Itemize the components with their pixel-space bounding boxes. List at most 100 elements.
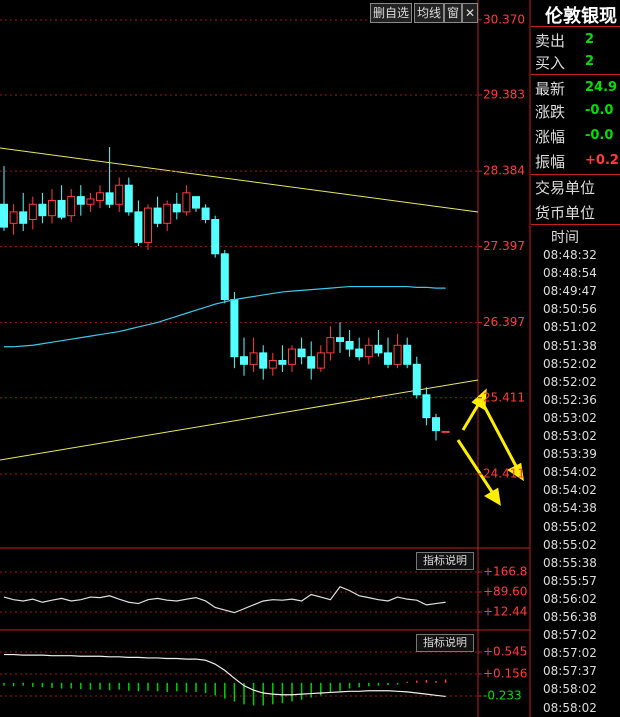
candle-body [211,219,220,255]
tick-time: 08:52:02 [543,356,597,371]
divider [531,174,620,175]
candle-body [355,348,364,358]
candle-body [105,192,114,205]
trendline [0,147,479,213]
divider [531,26,620,27]
tick-time: 08:55:02 [543,537,597,552]
tick-time: 08:58:02 [543,682,597,697]
candle-body [422,394,431,419]
ticks-header: 时间 [551,230,579,246]
candle-body [336,337,344,342]
tick-time: 08:57:02 [543,646,597,661]
tick-time: 08:56:02 [543,591,597,606]
y-tick-label: +89.60 [483,585,527,599]
y-tick-label: 24.411 [483,466,525,480]
candle-body [412,363,421,396]
candle-body [153,207,162,224]
candle-body [172,203,181,213]
candle-body [76,196,85,205]
toolbar-button[interactable]: 删自选 [370,3,413,23]
candle-body [297,348,306,358]
candle-body [67,196,76,217]
candle-body [384,352,392,365]
tick-time: 08:51:38 [543,338,597,353]
y-tick-label: 30.370 [483,12,525,26]
quote-value: 2 [585,54,595,69]
quote-panel: 伦敦银现 交易单位 货币单位 时间 卖出 2 买入 2 最新 24.9 涨跌 -0.0 涨幅 -0… [531,0,620,717]
candle-body [0,203,8,228]
quote-label: 振幅 [535,153,566,171]
toolbar-button[interactable]: 均线 [414,3,445,23]
quote-value: -0.0 [585,128,614,143]
tick-time: 08:57:02 [543,628,597,643]
candle-body [316,352,325,369]
candle-body [134,211,143,243]
quote-label: 涨跌 [535,103,566,121]
indicator-line [4,285,446,348]
indicator-line [4,653,446,698]
y-tick-label: 25.411 [483,390,525,404]
tick-time: 08:54:02 [543,465,597,480]
candle-body [144,207,152,243]
candle-body [307,356,316,369]
indicator-button[interactable]: 指标说明 [416,634,474,652]
tick-time: 08:48:54 [543,266,597,281]
y-tick-label: 27.397 [483,239,525,253]
candle-body [220,253,229,301]
indicator-button[interactable]: 指标说明 [416,552,474,570]
divider [531,74,620,75]
tick-time: 08:57:37 [543,664,597,679]
tick-time: 08:49:47 [543,284,597,299]
candle-body [288,348,296,365]
quote-value: +0.2 [585,153,619,168]
y-tick-label: +166.8 [483,565,527,579]
candle-body [278,360,287,365]
candle-body [441,430,450,433]
quote-label: 涨幅 [535,128,566,146]
toolbar-button[interactable]: 窗 [444,3,463,23]
candle-body [86,198,95,205]
quote-label: 买入 [535,54,566,72]
divider [531,224,620,225]
candle-body [249,352,258,365]
tick-time: 08:50:56 [543,302,597,317]
unit-label: 交易单位 [535,179,596,197]
candle-body [374,344,383,354]
candle-body [38,203,47,217]
y-tick-label: +0.156 [483,667,527,681]
candle-body [28,203,37,221]
y-tick-label: +12.44 [483,605,527,619]
candle-body [182,192,191,213]
tick-time: 08:52:02 [543,374,597,389]
tick-time: 08:53:02 [543,429,597,443]
candle-body [403,344,412,365]
y-tick-label: +0.545 [483,645,527,659]
unit-label: 货币单位 [535,204,596,222]
quote-value: 24.9 [585,80,618,95]
y-tick-label: 26.397 [483,315,525,329]
candle-body [124,184,133,213]
y-tick-label: 29.383 [483,88,525,102]
candle-body [326,337,335,354]
candle-body [230,299,239,358]
quote-label: 卖出 [535,32,566,50]
indicator-line [3,585,446,614]
candle-body [96,192,104,201]
candle-body [163,203,172,224]
close-icon[interactable]: ✕ [462,3,478,23]
y-tick-label: -0.233 [483,689,522,703]
tick-time: 08:58:02 [543,700,597,715]
trendline [0,379,479,461]
candle-body [192,196,200,209]
arrows [456,388,525,506]
candle-body [9,211,18,224]
quote-value: 2 [585,32,595,47]
candle-body [19,211,28,224]
tick-time: 08:54:38 [543,501,597,516]
candle-body [432,417,440,432]
candle-body [240,356,248,365]
tick-time: 08:55:57 [543,573,597,588]
tick-time: 08:53:02 [543,410,597,425]
